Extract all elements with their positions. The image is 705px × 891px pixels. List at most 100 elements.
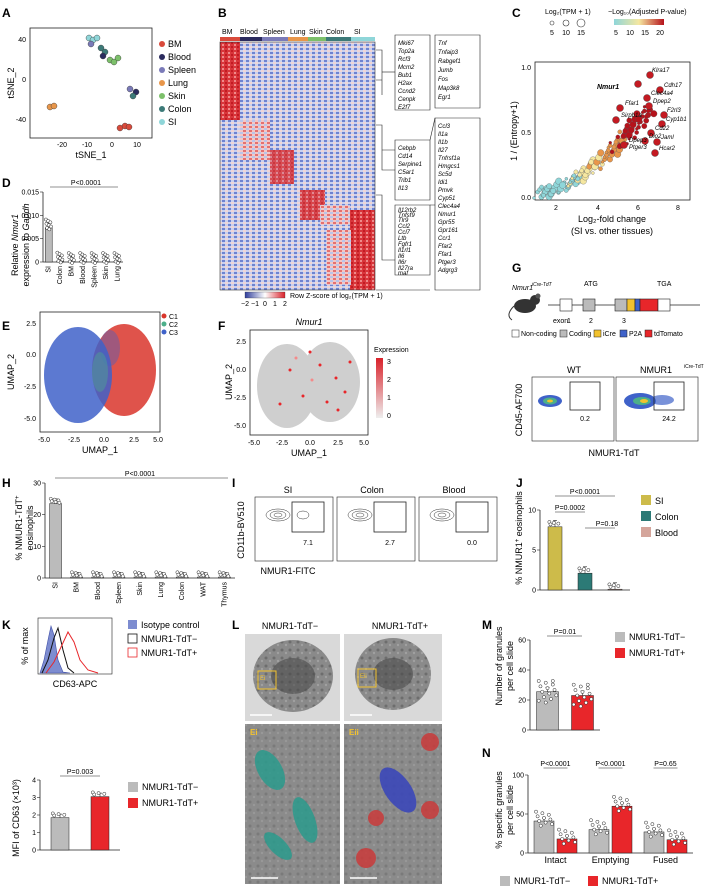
e-xlabel: UMAP_1 xyxy=(82,445,118,455)
data-point xyxy=(226,574,231,579)
g-plot2-frame xyxy=(615,376,699,442)
m-bar-chart: 0 20 40 60 P=0.01 xyxy=(518,629,600,735)
c-gene-ptger3: Ptger3 xyxy=(629,145,647,151)
gene-point xyxy=(604,150,609,155)
panel-a: A 40 0 -40 -20 -10 0 10 tSNE_1 tSNE_2 BM… xyxy=(2,6,196,160)
ytick-label: 4 xyxy=(32,778,36,785)
data-point xyxy=(163,574,167,579)
c-xtick-3: 6 xyxy=(636,205,640,212)
data-point xyxy=(668,833,673,837)
panel-h: H % NMUR1-TdT+ eosinophils 0 10 20 30 SI BM Bl… xyxy=(2,471,235,607)
d-p-value: P<0.0001 xyxy=(71,180,101,187)
category-label: SI xyxy=(53,582,60,589)
gene-point xyxy=(611,144,617,150)
b-gene-c5ar1: C5ar1 xyxy=(398,170,414,176)
category-label: Colon xyxy=(179,582,186,600)
a-legend-bm: BM xyxy=(168,39,182,49)
i-plot2-title: Colon xyxy=(360,485,384,495)
data-point xyxy=(543,700,548,705)
data-point xyxy=(92,572,96,577)
c-xtick-2: 4 xyxy=(596,205,600,212)
gene-point xyxy=(617,129,623,135)
g-legend-icre: iCre xyxy=(603,331,616,338)
data-point xyxy=(585,682,590,687)
data-point xyxy=(615,804,620,809)
f-ytick-1: 2.5 xyxy=(236,339,246,346)
gene-point xyxy=(597,149,605,157)
i-plot2-value: 2.7 xyxy=(385,540,395,547)
gene-point xyxy=(640,110,645,115)
d-bar-chart: 0 0.005 0.010 0.015 SI Colon BM Blood Spleen Skin… xyxy=(21,180,123,288)
f-xlabel: UMAP_1 xyxy=(291,448,327,458)
category-label: Blood xyxy=(95,582,102,600)
e-ylabel: UMAP_2 xyxy=(6,354,16,390)
b-gene-mki67: Mki67 xyxy=(398,41,415,47)
l-title-neg: NMUR1-TdT− xyxy=(262,621,318,631)
data-point xyxy=(57,500,62,505)
g-icre-box xyxy=(626,298,636,312)
data-point xyxy=(549,697,553,701)
e-xtick-3: 0.0 xyxy=(99,437,109,444)
e-clusters xyxy=(44,324,156,423)
category-label: Fused xyxy=(653,855,678,865)
b-gene-ccl3: Ccl3 xyxy=(438,124,451,130)
g-plot1-title: WT xyxy=(567,365,581,375)
gene-point xyxy=(532,196,536,200)
data-point xyxy=(573,840,577,844)
a-xtick-3: 0 xyxy=(110,142,114,149)
data-point xyxy=(569,830,574,835)
h-bar-chart: 0 10 20 30 SI BM Blood Spleen Skin Lung Colon WAT Th… xyxy=(33,471,235,607)
g-allele: Nmur1 xyxy=(512,285,533,292)
gene-point xyxy=(608,141,612,145)
c-gene-f2rl3: F2rl3 xyxy=(667,108,681,114)
b-gene-adgrg3: Adgrg3 xyxy=(437,268,458,274)
g-exon-3: 3 xyxy=(622,318,626,325)
c-gene-cd22: Cd22 xyxy=(655,126,670,132)
f-xtick-4: 2.5 xyxy=(333,440,343,447)
b-heatmap xyxy=(219,41,376,291)
e-xtick-2: -2.5 xyxy=(68,437,80,444)
data-point xyxy=(620,801,624,805)
k-histogram-frame xyxy=(37,617,113,675)
k-xlabel: CD63-APC xyxy=(53,679,98,689)
c-color-tick-2: 10 xyxy=(626,30,634,37)
f-title: Nmur1 xyxy=(295,317,322,327)
c-gene-nmur1: Nmur1 xyxy=(597,84,619,91)
g-legend-tdtomato: tdTomato xyxy=(654,331,683,338)
data-point xyxy=(613,799,618,804)
j-p-value-1: P<0.0001 xyxy=(570,489,600,496)
k-neg-histogram xyxy=(41,626,75,674)
bar xyxy=(49,503,62,579)
c-gene-cyp1b1: Cyp1b1 xyxy=(666,117,687,123)
data-point xyxy=(571,682,576,687)
j-p-value-2: P=0.0002 xyxy=(555,505,585,512)
data-point xyxy=(624,798,629,802)
gene-point xyxy=(598,166,603,172)
data-point xyxy=(556,521,561,526)
b-gene-cd14: Cd14 xyxy=(398,154,413,160)
c-scatter-points xyxy=(532,71,668,201)
gene-point xyxy=(564,177,568,181)
j-legend: SI Colon Blood xyxy=(641,495,679,538)
panel-a-axes xyxy=(29,27,153,139)
data-point xyxy=(60,257,65,262)
a-ytick-3: -40 xyxy=(16,117,26,124)
c-xtick-1: 2 xyxy=(554,205,558,212)
bar xyxy=(571,695,594,731)
highlighted-gene-point xyxy=(616,104,624,112)
gene-point xyxy=(613,139,619,145)
gene-point xyxy=(635,115,643,123)
data-point xyxy=(571,835,576,840)
e-xtick-1: -5.0 xyxy=(38,437,50,444)
j-p-value-3: P=0.18 xyxy=(596,521,618,528)
f-cells xyxy=(257,342,360,428)
data-point xyxy=(93,261,97,265)
b-scale-tick-1: −2 xyxy=(241,301,249,308)
ytick-label: 0.015 xyxy=(21,190,39,197)
k-isotype-histogram xyxy=(39,624,71,674)
data-point xyxy=(558,832,563,837)
data-point xyxy=(585,686,590,691)
m-legend: NMUR1-TdT− NMUR1-TdT+ xyxy=(615,632,685,658)
j-bar-chart: 0 5 10 P<0.0001 P=0.0002 P=0.18 xyxy=(528,489,630,595)
